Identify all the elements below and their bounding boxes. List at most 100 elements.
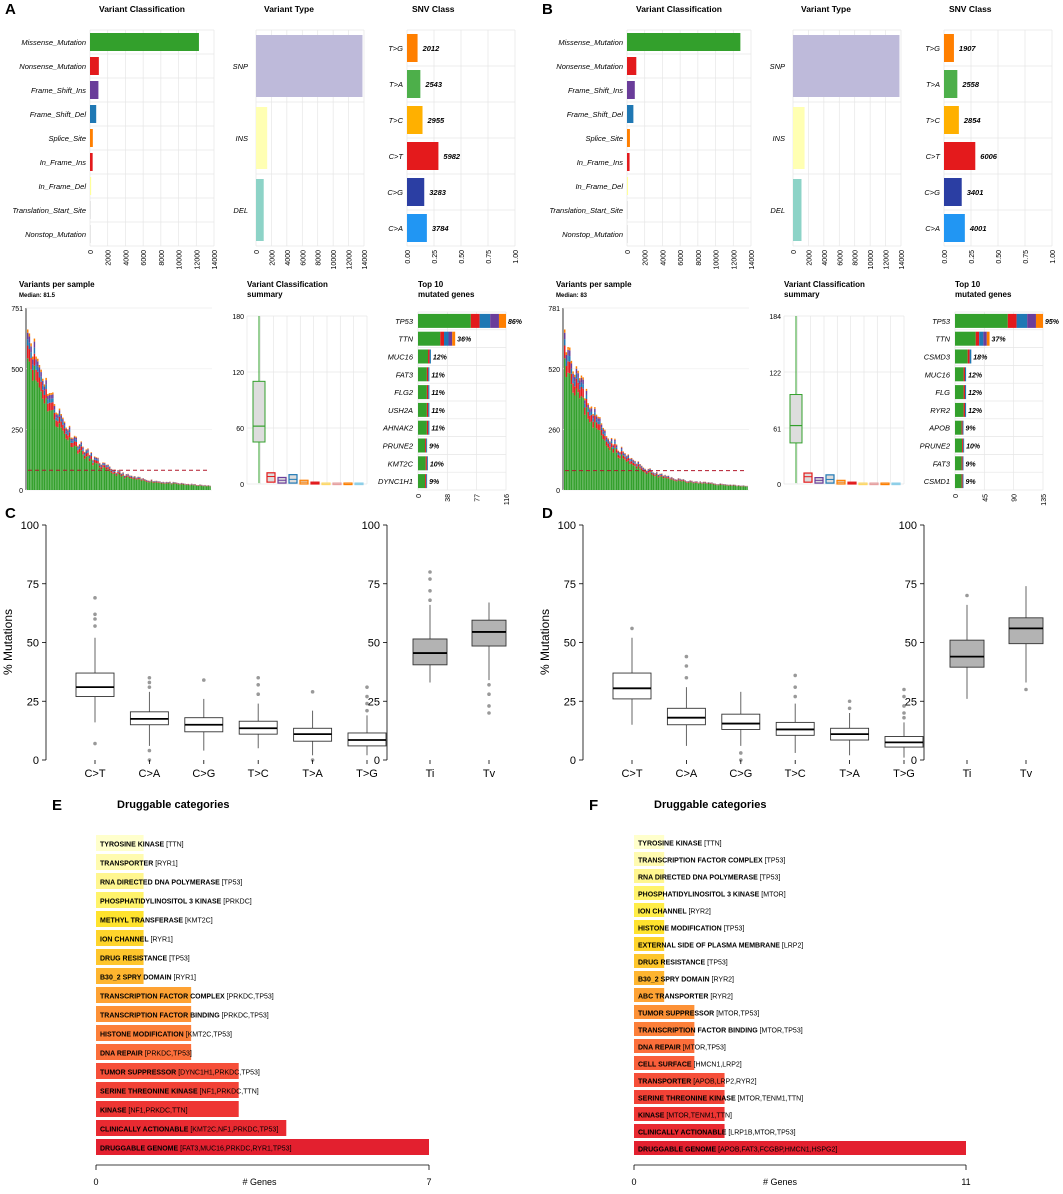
sample-bar-segment	[565, 360, 568, 367]
sample-bar-segment	[691, 481, 693, 483]
category-label: Frame_Shift_Del	[30, 110, 87, 119]
x-tick-label: 6000	[837, 250, 844, 266]
gene-bar-segment	[418, 456, 426, 471]
sample-bar-segment	[711, 483, 713, 490]
drug-gene-list: [TP53]	[760, 875, 781, 882]
sample-bar-segment	[57, 418, 59, 422]
x-tick-label: Tv	[483, 768, 496, 780]
outlier-point	[428, 589, 432, 593]
sample-bar-segment	[640, 466, 643, 468]
y-tick-label: 61	[773, 426, 781, 433]
sample-bar-segment	[662, 478, 665, 490]
sample-bar-segment	[135, 479, 138, 490]
gene-bar-segment	[986, 331, 990, 346]
sample-bar-segment	[602, 427, 604, 430]
sample-bar-segment	[134, 478, 136, 490]
sample-bar-segment	[600, 424, 603, 428]
sample-bar-segment	[164, 483, 166, 484]
sample-bar-segment	[667, 476, 670, 478]
sample-bar-segment	[622, 458, 625, 490]
sample-bar-segment	[579, 384, 581, 390]
sample-bar-segment	[669, 478, 671, 479]
bar-missense-mutation	[90, 33, 199, 51]
outlier-point	[365, 708, 369, 713]
sample-bar-segment	[82, 450, 84, 455]
drug-bar	[96, 949, 144, 965]
sample-bar-segment	[135, 477, 138, 479]
sample-bar-segment	[632, 459, 635, 461]
drug-gene-list: [TP53]	[724, 926, 745, 933]
box-tv	[471, 619, 507, 647]
sample-bar-segment	[75, 441, 77, 447]
y-axis-label: % Mutations	[1, 609, 15, 675]
gene-bar-segment	[963, 402, 965, 417]
sample-bar-segment	[55, 426, 57, 490]
drug-category-label: SERINE THREONINE KINASE [MTOR,TENM1,TTN]	[638, 1096, 803, 1103]
sample-bar-segment	[669, 479, 671, 490]
sample-bar-segment	[681, 481, 683, 490]
sample-bar-segment	[570, 368, 573, 374]
sample-bar-segment	[582, 377, 584, 380]
sample-bar-segment	[38, 364, 41, 368]
outlier-point	[630, 626, 634, 631]
sample-bar-segment	[659, 476, 661, 490]
sample-bar-segment	[609, 441, 611, 443]
category-label: Frame_Shift_Ins	[31, 86, 86, 95]
sample-bar-segment	[60, 418, 62, 422]
drug-bar	[96, 1025, 192, 1041]
panel-letter: E	[52, 797, 62, 814]
sample-bar-segment	[43, 390, 46, 395]
gene-label: PRUNE2	[383, 442, 414, 451]
sample-bar-segment	[87, 452, 89, 456]
sample-bar-segment	[656, 473, 658, 476]
gene-bar-segment	[498, 313, 506, 328]
sample-bar-segment	[73, 435, 76, 437]
data-label: 4001	[969, 224, 987, 233]
outlier-point	[256, 683, 261, 687]
y-tick-label: 120	[232, 370, 244, 377]
percent-label: 9%	[429, 479, 440, 486]
drug-gene-list: [HMCN1,LRP2]	[694, 1062, 742, 1069]
gene-bar-segment	[479, 313, 491, 328]
data-label: 2012	[422, 44, 441, 53]
sample-bar-segment	[103, 467, 106, 490]
outlier-point	[684, 654, 689, 659]
sample-bar-segment	[85, 456, 88, 490]
sample-bar-segment	[88, 454, 91, 456]
sample-bar-segment	[102, 465, 104, 468]
median-label: Median: 83	[556, 293, 588, 299]
gene-bar-segment	[425, 474, 427, 489]
sample-bar-segment	[72, 440, 74, 443]
sample-bar-segment	[622, 453, 625, 456]
sample-bar-segment	[184, 484, 186, 485]
sample-bar-segment	[589, 422, 591, 490]
sample-bar-segment	[169, 483, 171, 490]
sample-bar-segment	[58, 423, 61, 490]
sample-bar-segment	[640, 467, 643, 469]
drug-gene-list: [KMT2C,NF1,PRKDC,TP53]	[190, 1127, 278, 1134]
sample-bar-segment	[671, 479, 673, 490]
chart-title: Top 10	[418, 280, 444, 289]
sample-bar-segment	[67, 440, 69, 490]
sample-bar-segment	[169, 482, 171, 484]
sample-bar-segment	[68, 429, 71, 433]
sample-bar-segment	[632, 460, 635, 462]
sample-bar-segment	[585, 407, 588, 490]
sample-bar-segment	[597, 416, 599, 419]
sample-bar-segment	[60, 413, 62, 416]
sample-bar-segment	[40, 372, 42, 377]
sample-bar-segment	[113, 473, 116, 490]
drug-category-label: TUMOR SUPPRESSOR [DYNC1H1,PRKDC,TP53]	[100, 1070, 260, 1077]
sample-bar-segment	[137, 477, 139, 478]
sample-bar-segment	[140, 480, 143, 490]
x-tick-label: 0.50	[996, 250, 1003, 264]
box-ti	[412, 638, 448, 666]
x-tick-label: 14000	[899, 250, 906, 270]
sample-bar-segment	[95, 459, 98, 461]
sample-bar-segment	[110, 472, 113, 490]
bar-nonstop-mutation	[90, 225, 91, 243]
percent-label: 11%	[431, 408, 445, 415]
x-tick-label: T>G	[893, 768, 915, 780]
sample-bar-segment	[666, 476, 668, 478]
sample-bar-segment	[102, 463, 104, 466]
